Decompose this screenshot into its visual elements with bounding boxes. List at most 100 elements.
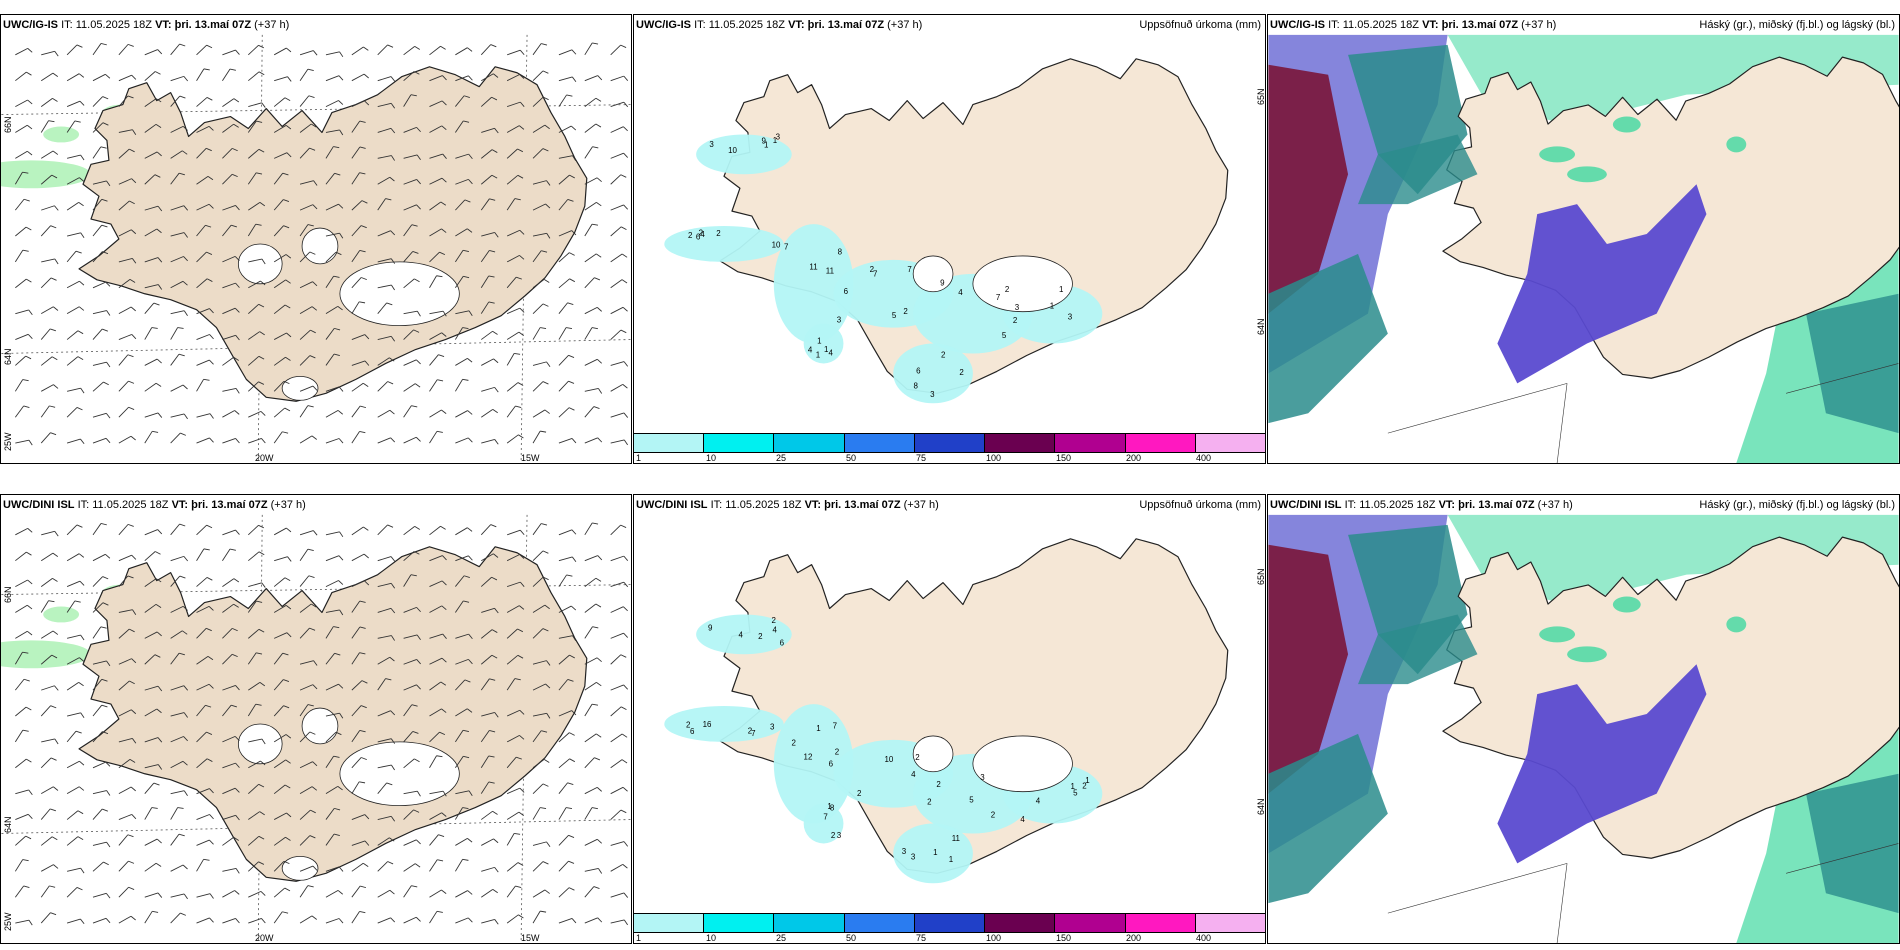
lead-time: (+37 h): [1537, 499, 1573, 511]
precip-value-label: 2: [699, 229, 704, 238]
colorbar-tick-label: 75: [916, 453, 927, 463]
cloud-panel-bottom: UWC/DINI ISL IT: 11.05.2025 18Z VT: þri.…: [1267, 494, 1900, 944]
colorbar: [634, 913, 1265, 933]
precip-value-label: 1: [773, 136, 778, 145]
colorbar-tick-label: 200: [1126, 933, 1142, 943]
precip-value-label: 11: [952, 834, 961, 843]
panel-header: UWC/DINI ISL IT: 11.05.2025 18Z VT: þri.…: [636, 499, 939, 511]
colorbar-swatch: [774, 434, 845, 452]
precip-value-label: 9: [708, 624, 713, 633]
colorbar-swatch: [704, 914, 775, 932]
colorbar-tick-label: 150: [1056, 933, 1072, 943]
wind-panel-top: UWC/IG-IS IT: 11.05.2025 18Z VT: þri. 13…: [0, 14, 632, 464]
precip-value-label: 1: [827, 802, 832, 811]
precip-value-label: 10: [884, 755, 893, 764]
colorbar-swatch: [914, 434, 986, 452]
precip-value-label: 2: [831, 831, 836, 840]
colorbar-swatch: [704, 434, 775, 452]
colorbar-swatch: [1125, 914, 1196, 932]
cloud-panel-top: UWC/IG-IS IT: 11.05.2025 18Z VT: þri. 13…: [1267, 14, 1900, 464]
colorbar-tick-label: 100: [986, 453, 1002, 463]
precip-value-label: 1: [933, 848, 938, 857]
lead-time: (+37 h): [887, 19, 923, 31]
precip-value-label: 2: [771, 616, 776, 625]
colorbar-swatch: [634, 434, 705, 452]
colorbar-tick-label: 200: [1126, 453, 1142, 463]
precip-value-label: 8: [830, 803, 835, 812]
vt-label: VT:: [804, 499, 822, 511]
lat-label: 64N: [1256, 318, 1266, 335]
precip-value-label: 2: [686, 720, 691, 729]
precip-value-label: 3: [911, 853, 916, 862]
colorbar-tick-label: 400: [1196, 453, 1212, 463]
vt-value: þri. 13.maí 07Z: [191, 499, 268, 511]
cloud-map: [1268, 15, 1899, 463]
vt-value: þri. 13.maí 07Z: [1441, 19, 1519, 31]
lat-label: 64N: [3, 816, 13, 833]
precip-value-label: 6: [690, 727, 695, 736]
colorbar-tick-label: 100: [986, 933, 1002, 943]
precip-value-label: 2: [688, 231, 693, 240]
precip-value-label: 11: [809, 262, 818, 271]
vt-label: VT:: [788, 19, 805, 31]
precip-value-label: 3: [837, 831, 842, 840]
colorbar-tick-label: 25: [776, 933, 787, 943]
precip-value-label: 2: [915, 753, 920, 762]
colorbar-swatch: [1055, 434, 1126, 452]
model-name: UWC/IG-IS: [3, 19, 58, 31]
precip-value-label: 10: [772, 241, 781, 250]
precip-value-label: 3: [1015, 303, 1020, 312]
colorbar-swatch: [634, 914, 705, 932]
precip-value-label: 2: [857, 789, 862, 798]
colorbar-tick-label: 1: [636, 453, 642, 463]
lon-label-west: 25W: [3, 912, 13, 931]
precip-panel-top: UWC/IG-IS IT: 11.05.2025 18Z VT: þri. 13…: [633, 14, 1266, 464]
precip-value-label: 2: [991, 810, 996, 819]
precip-panel-bottom: UWC/DINI ISL IT: 11.05.2025 18Z VT: þri.…: [633, 494, 1266, 944]
colorbar-tick-label: 1: [636, 933, 642, 943]
precip-value-label: 3: [902, 847, 907, 856]
precip-value-label: 6: [844, 287, 849, 296]
panel-title: Háský (gr.), miðský (fj.bl.) og lágský (…: [1699, 499, 1895, 511]
panel-header: UWC/DINI ISL IT: 11.05.2025 18Z VT: þri.…: [3, 499, 306, 511]
it-value: 11.05.2025 18Z: [725, 499, 802, 511]
precip-value-label: 4: [829, 349, 834, 358]
colorbar-tick-label: 10: [706, 933, 717, 943]
vt-label: VT:: [171, 499, 189, 511]
colorbar-tick-label: 50: [846, 933, 857, 943]
it-label: IT:: [1344, 499, 1357, 511]
lat-label: 65N: [1256, 88, 1266, 105]
precip-value-label: 6: [780, 639, 785, 648]
vt-label: VT:: [1438, 499, 1456, 511]
precip-value-label: 1: [1085, 776, 1090, 785]
precip-value-label: 7: [996, 293, 1001, 302]
panel-header: UWC/IG-IS IT: 11.05.2025 18Z VT: þri. 13…: [3, 19, 289, 31]
it-label: IT:: [694, 19, 706, 31]
precip-value-label: 2: [1013, 316, 1018, 325]
precip-value-label: 7: [784, 242, 789, 251]
precip-value-label: 2: [748, 727, 753, 736]
precip-value-label: 2: [936, 780, 941, 789]
precip-value-label: 7: [833, 721, 838, 730]
precip-value-label: 8: [838, 248, 843, 257]
precip-value-label: 16: [703, 720, 712, 729]
precip-value-label: 7: [873, 269, 878, 278]
it-value: 11.05.2025 18Z: [1342, 19, 1419, 31]
precip-value-label: 2: [959, 368, 964, 377]
precip-value-label: 7: [823, 812, 828, 821]
precip-value-label: 2: [1005, 285, 1010, 294]
vt-value: þri. 13.maí 07Z: [174, 19, 252, 31]
precip-value-label: 2: [903, 307, 908, 316]
precip-value-label: 1: [1050, 301, 1055, 310]
precip-value-label: 1: [949, 855, 954, 864]
lat-label: 65N: [1256, 568, 1266, 585]
panel-title: Háský (gr.), miðský (fj.bl.) og lágský (…: [1699, 19, 1895, 31]
lead-time: (+37 h): [903, 499, 939, 511]
lon-label: 15W: [521, 933, 540, 943]
colorbar-swatch: [774, 914, 845, 932]
precip-value-label: 4: [911, 770, 916, 779]
vt-value: þri. 13.maí 07Z: [824, 499, 901, 511]
colorbar-swatch: [1195, 434, 1265, 452]
panel-title: Uppsöfnuð úrkoma (mm): [1139, 19, 1261, 31]
